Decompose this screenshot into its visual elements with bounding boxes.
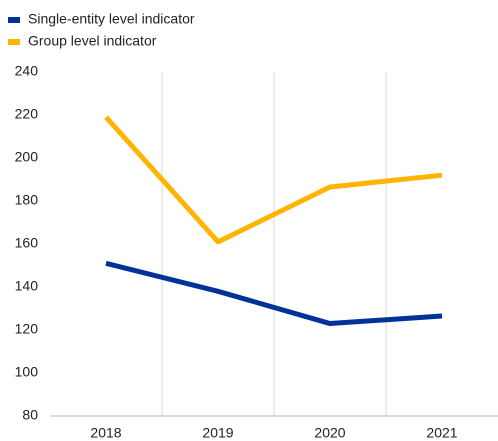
legend-label: Single-entity level indicator (28, 11, 195, 27)
legend-label: Group level indicator (28, 33, 157, 49)
legend-swatch (8, 17, 20, 23)
y-tick-label: 240 (15, 63, 39, 79)
x-tick-label: 2018 (90, 425, 121, 441)
x-tick-label: 2021 (426, 425, 457, 441)
x-tick-label: 2019 (202, 425, 233, 441)
x-tick-label: 2020 (314, 425, 345, 441)
y-tick-label: 80 (22, 407, 38, 423)
y-tick-label: 120 (15, 321, 39, 337)
y-tick-label: 220 (15, 106, 39, 122)
y-tick-label: 180 (15, 192, 39, 208)
y-tick-label: 160 (15, 235, 39, 251)
y-tick-label: 140 (15, 278, 39, 294)
series-line (104, 115, 443, 245)
legend-swatch (8, 39, 20, 45)
series-line (105, 260, 443, 327)
y-tick-label: 100 (15, 364, 39, 380)
y-tick-label: 200 (15, 149, 39, 165)
